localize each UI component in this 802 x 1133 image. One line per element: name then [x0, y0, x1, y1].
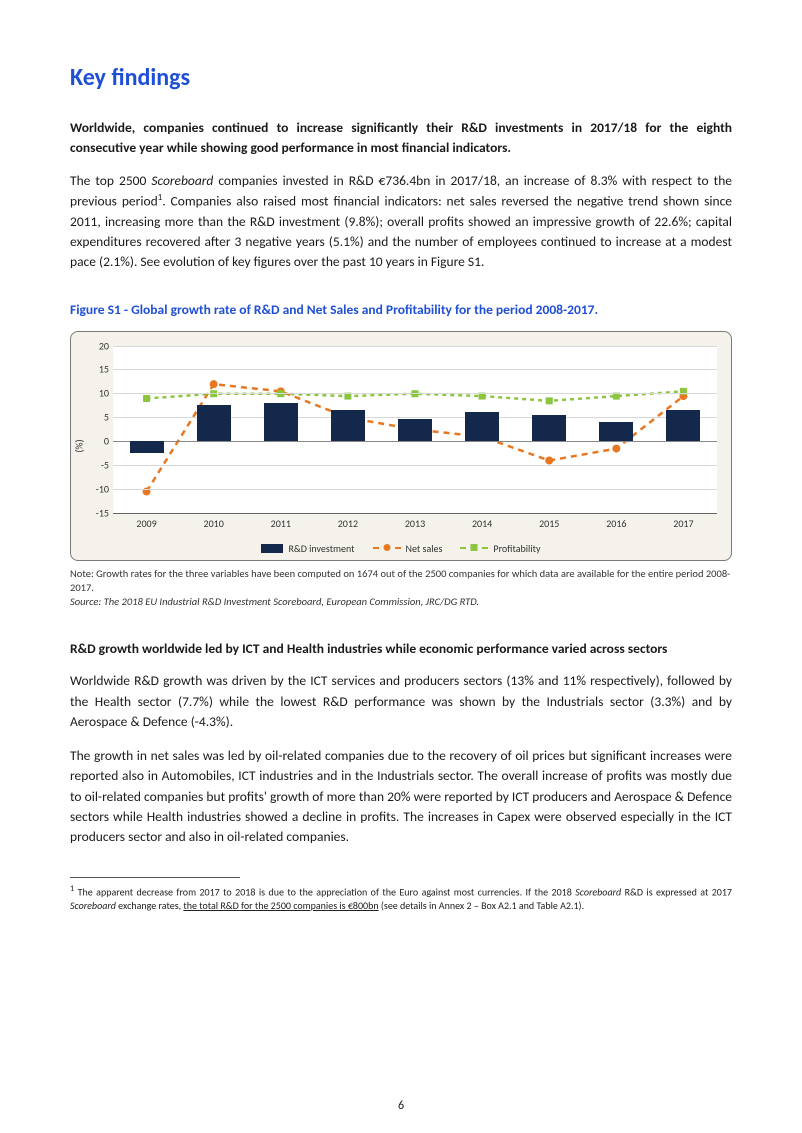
bar — [532, 415, 566, 441]
fn-underline: the total R&D for the 2500 companies is … — [183, 899, 378, 912]
para1-text-a: The top 2500 — [70, 172, 151, 189]
x-tick-label: 2011 — [271, 516, 291, 531]
fn-b: R&D is expressed at 2017 — [621, 886, 732, 899]
fn-a: The apparent decrease from 2017 to 2018 … — [74, 886, 575, 899]
legend-rd-label: R&D investment — [288, 541, 354, 556]
line-swatch-icon — [460, 547, 488, 549]
y-tick-label: -5 — [83, 457, 109, 472]
x-tick-label: 2010 — [204, 516, 224, 531]
y-tick-label: 10 — [83, 386, 109, 401]
legend-netsales: Net sales — [373, 541, 443, 556]
y-tick-label: -10 — [83, 481, 109, 496]
chart-container: (%) -15-10-50510152020092010201120122013… — [70, 331, 732, 561]
legend-profit: Profitability — [460, 541, 540, 556]
lead-paragraph: Worldwide, companies continued to increa… — [70, 118, 732, 159]
fn-c: exchange rates, — [116, 899, 183, 912]
bar — [331, 410, 365, 441]
chart-note: Note: Growth rates for the three variabl… — [70, 567, 732, 610]
bar — [666, 410, 700, 441]
legend-profit-label: Profitability — [493, 541, 540, 556]
bar-swatch-icon — [261, 544, 283, 553]
x-tick-label: 2013 — [405, 516, 425, 531]
paragraph-3: The growth in net sales was led by oil-r… — [70, 746, 732, 847]
bar — [130, 441, 164, 453]
figure-title: Figure S1 - Global growth rate of R&D an… — [70, 300, 732, 320]
x-tick-label: 2014 — [472, 516, 492, 531]
legend-rd: R&D investment — [261, 541, 354, 556]
paragraph-1: The top 2500 Scoreboard companies invest… — [70, 171, 732, 273]
footnote-1: 1 The apparent decrease from 2017 to 201… — [70, 884, 732, 912]
y-tick-label: 15 — [83, 362, 109, 377]
x-tick-label: 2015 — [539, 516, 559, 531]
line-swatch-icon — [373, 547, 401, 549]
para1-text-c: . Companies also raised most financial i… — [70, 192, 732, 270]
y-tick-label: 5 — [83, 410, 109, 425]
bar — [465, 412, 499, 441]
bar — [264, 403, 298, 441]
bar — [599, 422, 633, 441]
fn-d: (see details in Annex 2 – Box A2.1 and T… — [379, 899, 585, 912]
footnote-rule — [70, 877, 240, 878]
x-tick-label: 2009 — [136, 516, 156, 531]
bar — [398, 419, 432, 440]
scoreboard-italic: Scoreboard — [151, 172, 213, 189]
x-tick-label: 2017 — [673, 516, 693, 531]
sub-heading: R&D growth worldwide led by ICT and Heal… — [70, 639, 732, 659]
y-tick-label: -15 — [83, 505, 109, 520]
note-source: Source: The 2018 EU Industrial R&D Inves… — [70, 595, 732, 609]
note-text: Note: Growth rates for the three variabl… — [70, 567, 732, 595]
page-number: 6 — [0, 1097, 802, 1115]
y-tick-label: 20 — [83, 338, 109, 353]
paragraph-2: Worldwide R&D growth was driven by the I… — [70, 671, 732, 732]
chart-plot-area: -15-10-505101520200920102011201220132014… — [113, 346, 717, 514]
y-tick-label: 0 — [83, 433, 109, 448]
page-title: Key findings — [70, 60, 732, 96]
x-tick-label: 2016 — [606, 516, 626, 531]
x-tick-label: 2012 — [338, 516, 358, 531]
legend-netsales-label: Net sales — [406, 541, 443, 556]
fn-sc2: Scoreboard — [70, 899, 116, 912]
fn-sc1: Scoreboard — [575, 886, 621, 899]
chart-legend: R&D investment Net sales Profitability — [71, 541, 731, 556]
bar — [197, 405, 231, 441]
